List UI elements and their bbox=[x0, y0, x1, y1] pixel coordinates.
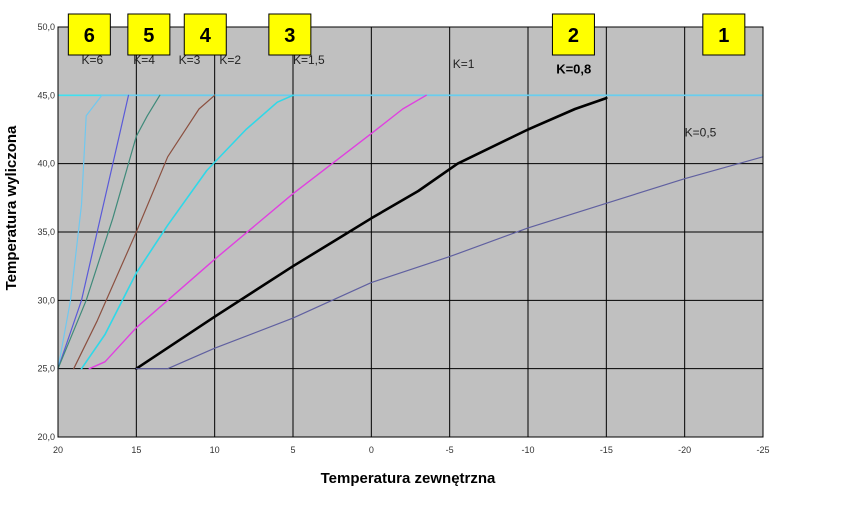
series-line-k-4 bbox=[57, 94, 130, 370]
number-box-label: 2 bbox=[568, 25, 579, 47]
x-tick-label: 10 bbox=[210, 445, 220, 455]
y-tick-label: 40,0 bbox=[37, 159, 55, 169]
y-tick-label: 45,0 bbox=[37, 90, 55, 100]
number-boxes: 6 5 4 3 2 1 bbox=[67, 13, 746, 56]
number-box-background bbox=[702, 13, 746, 56]
curve-labels: K=6 K=4 K=3 K=2 K=1,5 K=1 K=0,8 K=0,5 bbox=[82, 53, 717, 139]
number-box-label: 6 bbox=[84, 25, 95, 47]
series-line-k-6 bbox=[57, 94, 764, 370]
y-tick-label: 30,0 bbox=[37, 295, 55, 305]
number-box-background bbox=[268, 13, 312, 56]
x-tick-label: 20 bbox=[53, 445, 63, 455]
curve-label: K=1,5 bbox=[293, 53, 325, 67]
x-tick-label: 5 bbox=[290, 445, 295, 455]
y-tick-label: 35,0 bbox=[37, 227, 55, 237]
number-box: 3 bbox=[268, 13, 312, 56]
x-tick-label: -15 bbox=[600, 445, 613, 455]
number-box-background bbox=[67, 13, 111, 56]
y-tick-label: 25,0 bbox=[37, 364, 55, 374]
series-line-k-0-8 bbox=[135, 96, 608, 370]
number-box-background bbox=[183, 13, 227, 56]
series-lines bbox=[57, 94, 764, 370]
number-box-label: 5 bbox=[143, 25, 154, 47]
number-box-background bbox=[551, 13, 595, 56]
curve-label: K=0,8 bbox=[556, 61, 591, 76]
y-axis-title: Temperatura wyliczona bbox=[3, 125, 20, 290]
curve-label: K=1 bbox=[453, 57, 475, 71]
series-line-k-2 bbox=[73, 94, 216, 370]
number-box: 1 bbox=[702, 13, 746, 56]
x-tick-label: -10 bbox=[521, 445, 534, 455]
number-box: 5 bbox=[127, 13, 171, 56]
series-line-k-0-5 bbox=[135, 156, 764, 370]
number-box-background bbox=[127, 13, 171, 56]
x-tick-label: -25 bbox=[756, 445, 769, 455]
curve-label: K=0,5 bbox=[685, 125, 717, 139]
plot-border bbox=[57, 26, 764, 438]
x-tick-label: -20 bbox=[678, 445, 691, 455]
curve-label: K=4 bbox=[133, 53, 155, 67]
series-line-k-3 bbox=[57, 94, 161, 370]
y-tick-label: 50,0 bbox=[37, 22, 55, 32]
curve-label: K=2 bbox=[219, 53, 241, 67]
x-axis-title: Temperatura zewnętrzna bbox=[321, 470, 496, 487]
y-tick-label: 20,0 bbox=[37, 432, 55, 442]
x-tick-label: -5 bbox=[446, 445, 454, 455]
curve-label: K=6 bbox=[82, 53, 104, 67]
number-box-label: 4 bbox=[200, 25, 212, 47]
series-line-k-1 bbox=[88, 94, 427, 370]
number-box-label: 3 bbox=[284, 25, 295, 47]
number-box: 2 bbox=[551, 13, 595, 56]
curve-label: K=3 bbox=[179, 53, 201, 67]
number-box-label: 1 bbox=[718, 25, 729, 47]
number-box: 6 bbox=[67, 13, 111, 56]
x-tick-label: 0 bbox=[369, 445, 374, 455]
number-box: 4 bbox=[183, 13, 227, 56]
x-tick-label: 15 bbox=[131, 445, 141, 455]
tick-labels: 20 15 10 5 0 -5 -10 -15 -20 -2520,025,030,035,040… bbox=[37, 22, 769, 455]
series-line-k-1-5 bbox=[80, 94, 294, 370]
